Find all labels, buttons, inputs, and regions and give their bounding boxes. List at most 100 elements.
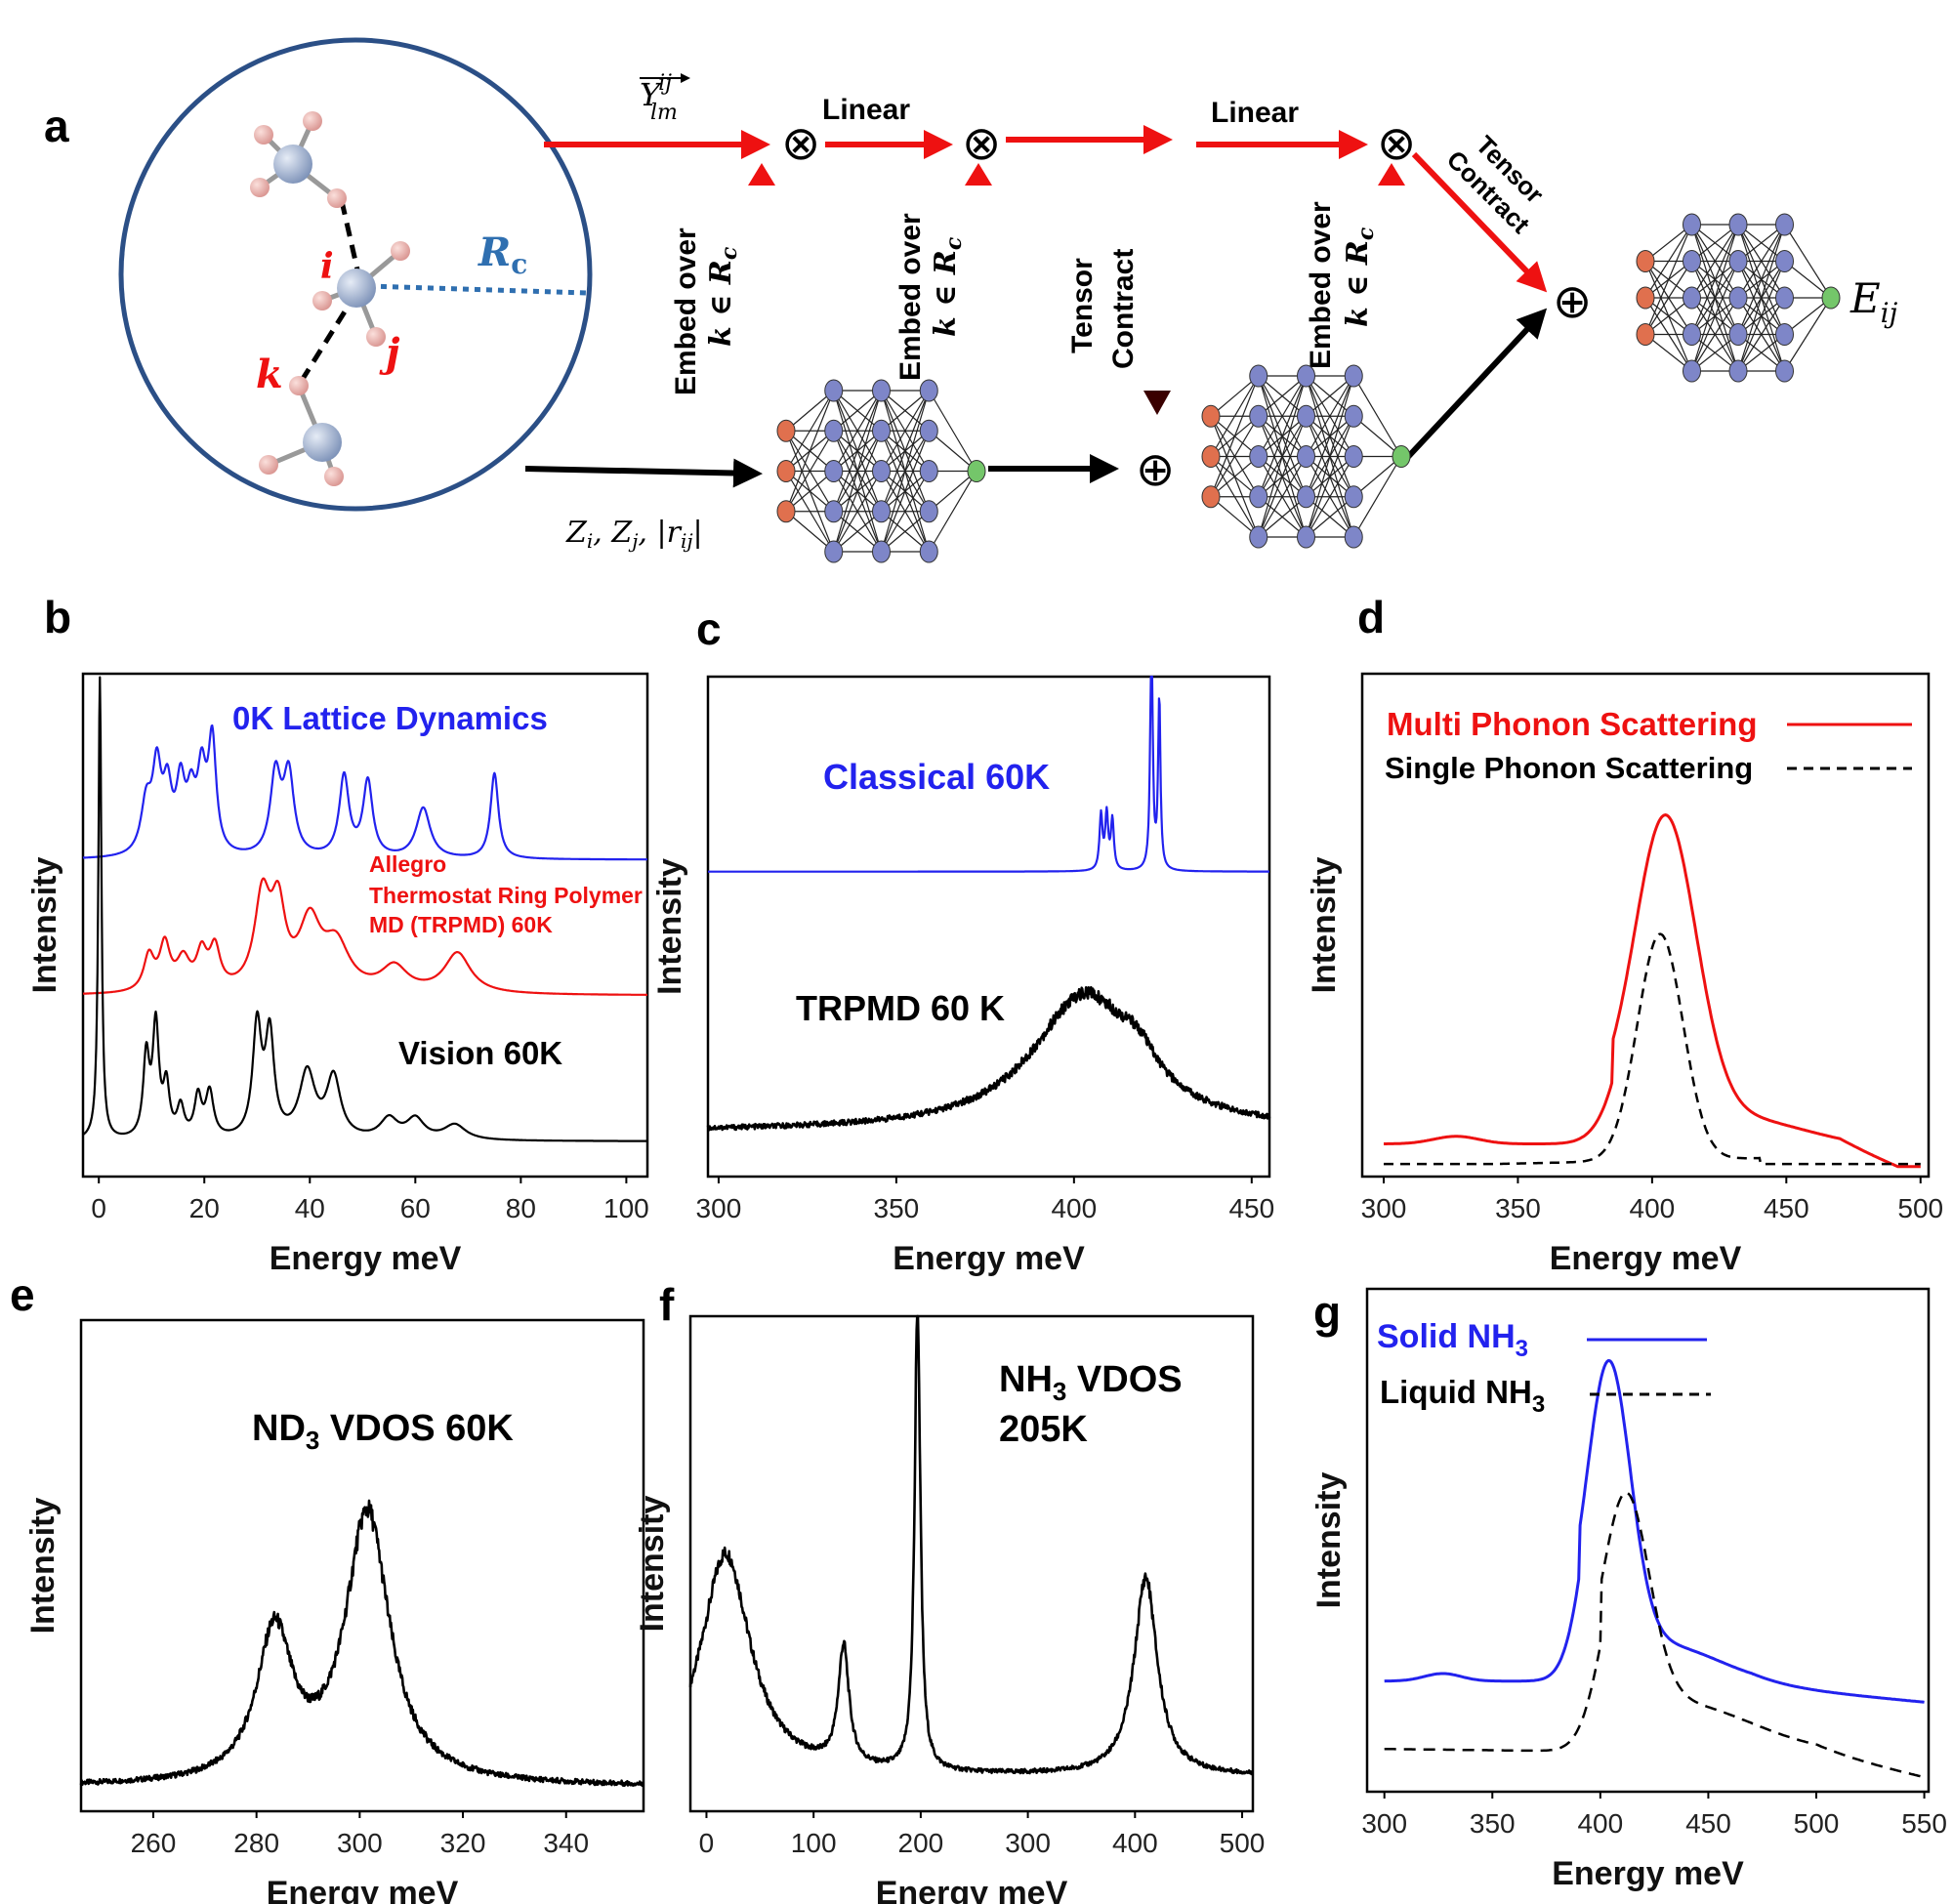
arrow-tensor-contract-2 [1411, 151, 1548, 293]
x-axis-label: Energy meV [270, 1240, 462, 1277]
network-node [1344, 525, 1363, 549]
embed-label-2b: k ∈ Rc [929, 236, 967, 337]
label-0k-lattice: 0K Lattice Dynamics [232, 700, 548, 736]
y-axis-label: Intensity [26, 857, 63, 994]
x-tick-label: 400 [1630, 1193, 1676, 1223]
network-node [1683, 359, 1701, 383]
x-tick-label: 0 [91, 1193, 106, 1223]
panel-label-g: g [1313, 1287, 1341, 1338]
plot-frame [688, 1314, 1255, 1813]
panel-a: a Rc [44, 37, 1898, 563]
y-axis-label: Intensity [24, 1498, 62, 1635]
network-node [919, 540, 938, 563]
network-node [1728, 250, 1748, 272]
neural-networks [776, 213, 1841, 563]
x-tick-label: 450 [1764, 1193, 1809, 1223]
plot-frame [706, 675, 1271, 1179]
network-node [824, 460, 844, 482]
network-node [1297, 404, 1315, 428]
network-node [872, 540, 891, 563]
x-tick-label: 350 [1470, 1808, 1516, 1839]
x-axis-label: Energy meV [1550, 1240, 1742, 1277]
network-node [1775, 213, 1794, 236]
series-line-0 [82, 724, 648, 861]
tensor-label-b: Contract [1107, 249, 1140, 369]
network-node [1392, 445, 1411, 468]
otimes-3: ⊗ [1377, 118, 1416, 170]
network-node [776, 500, 796, 523]
x-tick-label: 260 [131, 1828, 177, 1858]
series-line-1 [82, 877, 648, 997]
panel-label-b: b [44, 592, 71, 642]
network-node [919, 379, 938, 402]
legend-solid-nh3: Solid NH3 [1377, 1318, 1528, 1362]
upper-ammonia [250, 111, 347, 208]
oplus-1: ⊕ [1136, 444, 1175, 496]
x-tick-label: 300 [337, 1828, 383, 1858]
plot-frame [79, 1318, 645, 1813]
x-tick-label: 40 [295, 1193, 325, 1223]
title-nh3-line1: NH3 VDOS [999, 1359, 1183, 1406]
chart-g: 300 350 400 450 500 550 Energy meV Intensity [1310, 1287, 1947, 1892]
atom-label-i: i [320, 246, 334, 287]
panel-label-a: a [44, 101, 69, 151]
network-node [1344, 445, 1363, 468]
ylm-label: Yij lm [640, 71, 678, 125]
network-node [1297, 445, 1315, 468]
label-allegro: Allegro [369, 851, 446, 877]
central-ammonia [312, 241, 410, 347]
series-line-0 [688, 1314, 1255, 1776]
plot-frame [81, 672, 649, 1179]
network-node [1636, 286, 1655, 310]
network-node [1201, 485, 1221, 509]
network-node [919, 460, 938, 482]
neural-network-2 [1201, 364, 1411, 549]
series-line-liquid [1384, 1491, 1925, 1778]
otimes-1: ⊗ [781, 118, 820, 170]
rc-label: Rc [478, 229, 527, 280]
x-tick-label: 400 [1112, 1828, 1158, 1858]
label-trpmd60: TRPMD 60 K [796, 988, 1005, 1028]
network-node [1728, 323, 1748, 346]
embed-label-2a: Embed over [894, 213, 927, 381]
x-tick-label: 20 [189, 1193, 220, 1223]
hbond-i-upper [339, 200, 362, 279]
panel-label-e: e [10, 1269, 35, 1320]
hbond-k [300, 291, 359, 381]
embed-label-1a: Embed over [670, 228, 702, 395]
x-tick-label: 350 [874, 1193, 920, 1223]
network-node [1728, 213, 1748, 236]
panel-label-f: f [659, 1279, 675, 1330]
x-tick-label: 200 [898, 1828, 944, 1858]
x-tick-label: 100 [791, 1828, 837, 1858]
network-node [824, 540, 844, 563]
x-tick-label: 340 [543, 1828, 589, 1858]
legend-single-phonon: Single Phonon Scattering [1385, 751, 1753, 785]
series-line-2 [82, 676, 648, 1142]
title-nd3: ND3 VDOS 60K [252, 1408, 514, 1455]
lower-ammonia [259, 376, 344, 486]
network-node [1683, 323, 1701, 346]
chart-d: 300 350 400 450 500 Energy meV Intensity [1306, 672, 1943, 1277]
network-node [1201, 404, 1221, 428]
plot-frame [1365, 1287, 1931, 1794]
x-tick-label: 550 [1901, 1808, 1947, 1839]
network-node [1728, 359, 1748, 383]
x-tick-label: 500 [1897, 1193, 1943, 1223]
neural-network-1 [776, 379, 986, 563]
oplus-2: ⊕ [1553, 276, 1592, 328]
linear-label-2: Linear [1211, 97, 1299, 129]
tensor-label-a: Tensor [1066, 258, 1099, 353]
series-line-0 [79, 1499, 645, 1788]
x-tick-label: 450 [1685, 1808, 1731, 1839]
network-node [1775, 359, 1794, 383]
series-line-single-phonon [1384, 932, 1921, 1166]
network-node [1297, 525, 1315, 549]
x-tick-label: 280 [233, 1828, 279, 1858]
arrow-inputs [524, 458, 763, 488]
network-node [1683, 213, 1701, 236]
arrow-to-oplus-2 [1403, 308, 1548, 462]
cutoff-radius-line [368, 283, 587, 296]
x-tick-label: 60 [400, 1193, 431, 1223]
x-tick-label: 0 [699, 1828, 715, 1858]
